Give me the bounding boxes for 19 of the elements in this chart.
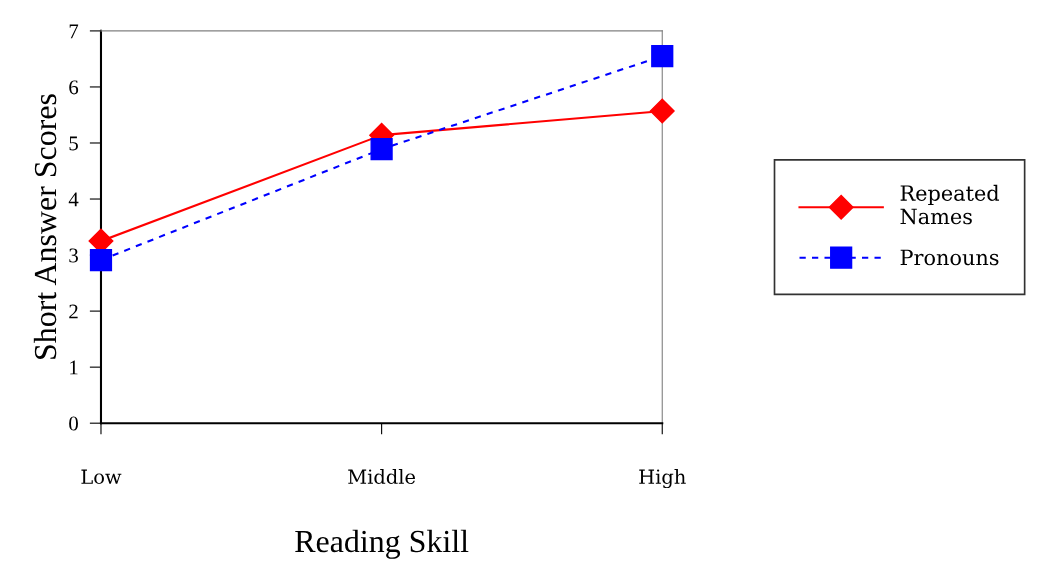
y-tick-label: 0 (69, 416, 78, 431)
y-tick-label: 6 (69, 80, 79, 95)
point (370, 138, 393, 161)
y-tick-label: 5 (69, 136, 78, 151)
y-tick-label: 2 (69, 304, 78, 319)
y-tick-label: 3 (69, 248, 78, 263)
x-tick-label: Low (81, 469, 122, 485)
y-axis-title: Short Answer Scores (33, 94, 57, 359)
y-tick-label: 7 (69, 24, 79, 39)
legend-label: Pronouns (900, 249, 999, 266)
point (649, 98, 675, 124)
y-tick-label: 4 (68, 192, 79, 207)
legend-label: Repeated Names (900, 184, 1000, 225)
x-tick-label: High (639, 469, 686, 489)
point (89, 248, 113, 272)
y-tick-label: 1 (70, 360, 78, 375)
x-tick-label: Middle (348, 469, 416, 485)
x-axis-title: Reading Skill (295, 529, 469, 559)
point (651, 45, 674, 68)
